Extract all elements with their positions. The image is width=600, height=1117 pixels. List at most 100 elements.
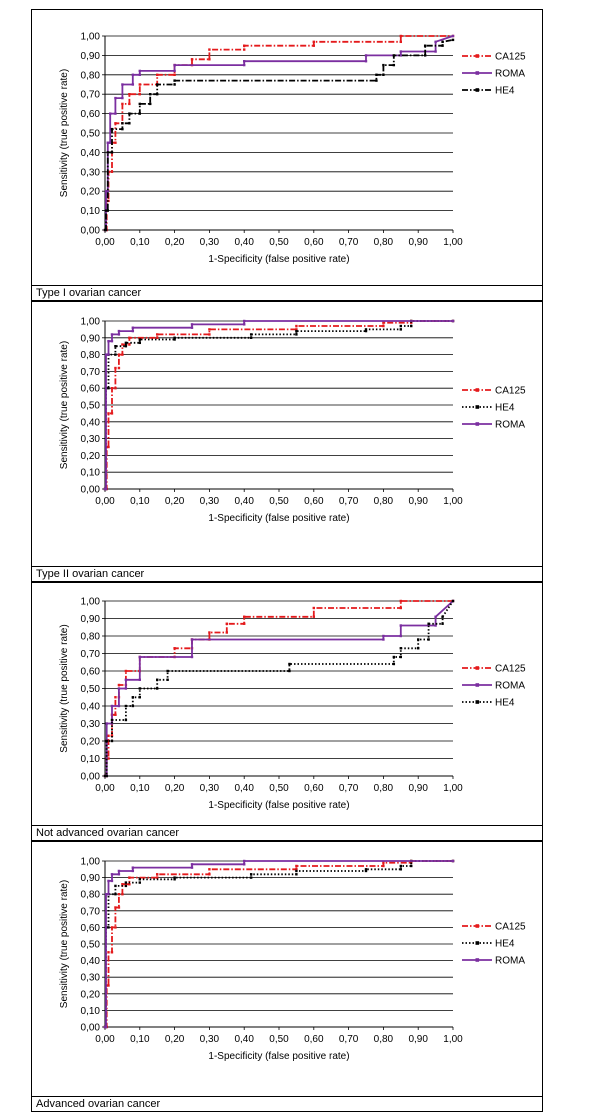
series-point-ca125 xyxy=(107,757,110,760)
series-point-ca125 xyxy=(121,893,124,896)
series-point-ca125 xyxy=(295,868,298,871)
series-point-roma xyxy=(131,73,135,76)
series-point-roma xyxy=(399,54,402,57)
legend-marker xyxy=(475,388,480,392)
series-point-he4 xyxy=(149,102,152,106)
series-point-roma xyxy=(110,339,114,343)
series-point-he4 xyxy=(138,112,141,115)
series-point-he4 xyxy=(121,127,124,131)
legend-label: HE4 xyxy=(495,939,515,950)
chart-3: 0,00 0,10 0,20 0,30 0,40 0,50 0,60 0,70 0,80 0,90… xyxy=(59,597,526,812)
series-point-ca125 xyxy=(225,631,228,634)
series-point-he4 xyxy=(107,926,110,929)
x-tick-label: 0,60 xyxy=(304,237,324,248)
series-point-ca125 xyxy=(208,333,211,336)
series-point-he4 xyxy=(288,669,291,673)
series-point-roma xyxy=(121,83,124,86)
y-tick-label: 0,90 xyxy=(81,614,101,625)
legend-marker xyxy=(475,941,480,945)
series-point-ca125 xyxy=(399,606,402,610)
series-point-he4 xyxy=(427,622,430,625)
y-tick-label: 0,10 xyxy=(81,468,101,479)
series-point-ca125 xyxy=(107,734,110,737)
series-point-ca125 xyxy=(382,864,385,868)
series-point-roma xyxy=(434,624,437,627)
x-tick-label: 0,10 xyxy=(130,783,150,794)
x-axis-title: 1-Specificity (false positive rate) xyxy=(208,1051,349,1062)
series-point-roma xyxy=(124,687,128,690)
legend-label: ROMA xyxy=(495,956,525,967)
x-tick-label: 0,00 xyxy=(95,496,115,507)
series-point-he4 xyxy=(156,687,159,690)
series-point-he4 xyxy=(103,774,107,778)
series-point-he4 xyxy=(110,151,114,154)
series-point-roma xyxy=(104,1025,108,1029)
x-axis-title: 1-Specificity (false positive rate) xyxy=(208,800,349,811)
x-tick-label: 0,90 xyxy=(408,1034,428,1045)
series-point-ca125 xyxy=(114,387,117,390)
x-tick-label: 0,70 xyxy=(339,1034,359,1045)
x-tick-label: 0,30 xyxy=(200,237,220,248)
series-point-he4 xyxy=(104,209,108,212)
series-point-ca125 xyxy=(312,44,315,47)
series-point-ca125 xyxy=(114,141,117,144)
y-tick-label: 0,10 xyxy=(81,1006,101,1017)
series-point-ca125 xyxy=(382,861,385,864)
y-tick-label: 0,00 xyxy=(81,226,101,237)
y-tick-label: 1,00 xyxy=(81,857,101,868)
y-tick-label: 0,90 xyxy=(81,873,101,884)
series-point-he4 xyxy=(392,54,396,57)
legend-label: ROMA xyxy=(495,420,525,431)
series-point-he4 xyxy=(441,615,444,618)
y-tick-label: 0,40 xyxy=(81,956,101,967)
chart-2: 0,00 0,10 0,20 0,30 0,40 0,50 0,60 0,70 0,80 0,90… xyxy=(59,317,526,525)
x-tick-label: 0,10 xyxy=(130,496,150,507)
x-tick-label: 0,00 xyxy=(95,1034,115,1045)
series-point-ca125 xyxy=(156,873,159,876)
series-point-ca125 xyxy=(110,926,114,929)
y-tick-label: 0,00 xyxy=(81,1023,101,1034)
panel-frame-2 xyxy=(31,301,543,567)
series-point-ca125 xyxy=(243,622,246,625)
series-point-he4 xyxy=(138,881,141,884)
series-point-he4 xyxy=(451,38,455,42)
y-tick-label: 0,50 xyxy=(81,684,101,695)
series-point-ca125 xyxy=(121,353,124,356)
x-tick-label: 0,20 xyxy=(165,1034,185,1045)
legend-label: ROMA xyxy=(495,681,525,692)
y-tick-label: 0,90 xyxy=(81,51,101,62)
series-point-roma xyxy=(243,319,246,323)
series-point-he4 xyxy=(107,387,110,390)
series-point-he4 xyxy=(138,102,141,106)
series-point-he4 xyxy=(110,127,114,131)
series-point-roma xyxy=(399,50,402,53)
legend-label: CA125 xyxy=(495,386,526,397)
x-tick-label: 0,30 xyxy=(200,783,220,794)
legend-marker xyxy=(475,54,480,58)
series-point-ca125 xyxy=(107,951,110,954)
series-point-roma xyxy=(138,655,141,659)
series-point-roma xyxy=(364,54,368,57)
series-point-ca125 xyxy=(114,366,117,370)
series-point-roma xyxy=(190,655,194,659)
series-point-he4 xyxy=(173,83,176,86)
series-point-ca125 xyxy=(117,893,121,896)
series-point-he4 xyxy=(249,333,253,336)
x-tick-label: 0,20 xyxy=(165,783,185,794)
series-point-ca125 xyxy=(312,606,315,610)
series-point-roma xyxy=(382,638,385,641)
series-point-roma xyxy=(117,333,121,336)
series-point-he4 xyxy=(128,122,131,125)
x-tick-label: 0,80 xyxy=(374,237,394,248)
x-tick-label: 0,50 xyxy=(269,496,289,507)
series-point-he4 xyxy=(441,44,444,47)
y-tick-label: 0,70 xyxy=(81,367,101,378)
series-point-ca125 xyxy=(312,40,315,44)
series-point-roma xyxy=(190,326,194,329)
y-tick-label: 0,30 xyxy=(81,719,101,730)
legend-label: HE4 xyxy=(495,86,515,97)
series-point-ca125 xyxy=(156,336,159,339)
series-point-roma xyxy=(117,704,121,708)
series-point-he4 xyxy=(124,881,128,884)
